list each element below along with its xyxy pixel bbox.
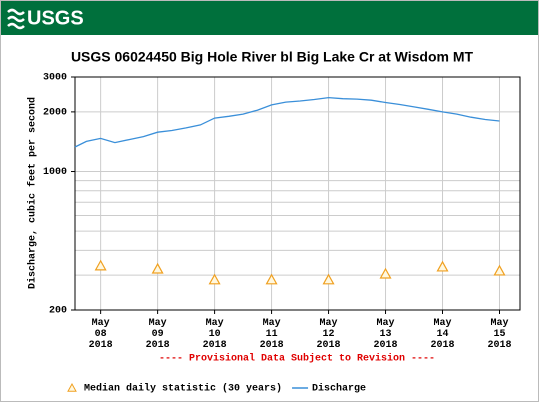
legend-label: Discharge bbox=[312, 383, 366, 395]
median-marker bbox=[493, 264, 506, 276]
y-axis-label: Discharge, cubic feet per second bbox=[27, 97, 39, 289]
discharge-line bbox=[74, 96, 500, 148]
logo-waves bbox=[7, 8, 25, 30]
median-marker bbox=[436, 260, 449, 272]
median-marker bbox=[94, 259, 107, 271]
median-marker bbox=[151, 262, 164, 274]
median-marker bbox=[208, 273, 221, 285]
legend-label: Median daily statistic (30 years) bbox=[84, 383, 282, 395]
x-tick-label: May 08 2018 bbox=[89, 318, 113, 351]
x-tick-label: May 10 2018 bbox=[203, 318, 227, 351]
y-tick-label: 2000 bbox=[43, 108, 67, 119]
median-marker bbox=[322, 273, 335, 285]
x-tick-label: May 12 2018 bbox=[317, 318, 341, 351]
x-tick-label: May 15 2018 bbox=[487, 318, 511, 351]
chart-title: USGS 06024450 Big Hole River bl Big Lake… bbox=[71, 49, 474, 65]
x-tick-label: May 11 2018 bbox=[260, 318, 284, 351]
plot-border bbox=[74, 76, 521, 311]
y-tick-label: 200 bbox=[49, 306, 67, 317]
y-tick-label: 3000 bbox=[43, 73, 67, 84]
annotation: ---- Provisional Data Subject to Revisio… bbox=[159, 353, 435, 365]
median-marker bbox=[379, 267, 392, 279]
x-tick-label: May 13 2018 bbox=[374, 318, 398, 351]
x-tick-label: May 14 2018 bbox=[431, 318, 455, 351]
legend-marker bbox=[67, 382, 77, 392]
x-tick-label: May 09 2018 bbox=[146, 318, 170, 351]
median-marker bbox=[265, 273, 278, 285]
y-tick-label: 1000 bbox=[43, 167, 67, 178]
logo: USGS bbox=[27, 7, 84, 29]
header-bar bbox=[1, 1, 538, 35]
